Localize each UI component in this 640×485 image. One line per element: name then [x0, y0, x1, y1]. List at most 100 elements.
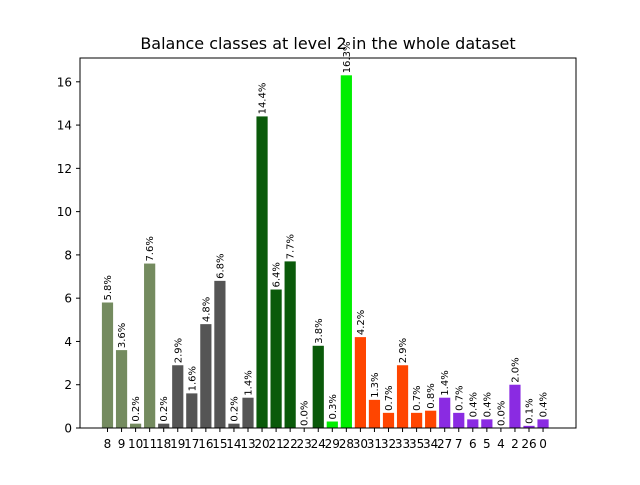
data-label: 0.8%	[426, 383, 437, 408]
x-tick-label: 27	[437, 437, 452, 451]
data-label: 1.4%	[244, 370, 255, 395]
bar	[228, 423, 240, 428]
y-tick-label: 2	[64, 378, 72, 392]
y-tick-label: 12	[57, 162, 72, 176]
data-label: 0.7%	[412, 385, 423, 410]
data-label: 0.2%	[131, 396, 142, 421]
bar	[354, 337, 366, 428]
x-tick-label: 20	[254, 437, 269, 451]
x-tick-label: 8	[104, 437, 112, 451]
x-tick-label: 7	[455, 437, 463, 451]
data-label: 14.4%	[258, 83, 269, 115]
x-tick-label: 31	[367, 437, 382, 451]
x-tick-label: 0	[539, 437, 547, 451]
bar	[481, 419, 493, 428]
data-label: 1.6%	[187, 366, 198, 391]
bar	[368, 399, 381, 428]
y-tick-label: 10	[57, 205, 72, 219]
data-label: 6.8%	[215, 253, 226, 278]
data-labels-layer: 5.8%3.6%0.2%7.6%0.2%2.9%1.6%4.8%6.8%0.2%…	[103, 42, 550, 426]
bar	[509, 384, 521, 428]
data-label: 0.2%	[159, 396, 170, 421]
data-label: 3.6%	[117, 323, 128, 348]
data-label: 0.1%	[525, 398, 536, 423]
bar	[382, 412, 395, 428]
data-label: 5.8%	[103, 275, 114, 300]
data-label: 2.9%	[173, 338, 184, 363]
bar	[242, 397, 254, 428]
x-tick-label: 32	[381, 437, 396, 451]
bar	[284, 261, 296, 428]
data-label: 0.0%	[300, 401, 311, 426]
bar	[130, 423, 142, 428]
bar	[115, 350, 128, 428]
data-label: 1.3%	[370, 372, 381, 397]
y-tick-label: 14	[57, 119, 72, 133]
x-tick-label: 21	[268, 437, 283, 451]
data-label: 16.3%	[342, 42, 353, 74]
data-label: 4.8%	[201, 297, 212, 322]
bar	[101, 302, 114, 428]
x-tick-label: 34	[423, 437, 438, 451]
data-label: 6.4%	[272, 262, 283, 287]
bar	[411, 412, 423, 428]
plot-frame	[79, 57, 577, 429]
data-label: 3.8%	[314, 318, 325, 343]
y-tick-label: 4	[64, 335, 72, 349]
y-tick-label: 6	[64, 292, 72, 306]
data-label: 0.7%	[384, 385, 395, 410]
x-tick-label: 2	[511, 437, 519, 451]
data-label: 0.3%	[328, 394, 339, 419]
bar	[256, 116, 268, 429]
bar	[186, 393, 198, 428]
bar	[270, 289, 282, 428]
x-tick-label: 15	[212, 437, 227, 451]
bar	[144, 263, 156, 428]
data-label: 0.4%	[482, 392, 493, 417]
bar	[537, 419, 549, 428]
bar	[200, 324, 212, 428]
x-tick-label: 16	[198, 437, 213, 451]
data-label: 0.2%	[229, 396, 240, 421]
data-label: 0.7%	[454, 385, 465, 410]
y-axis: 0 2 4 6 8 10 12 14 16	[57, 75, 80, 436]
x-tick-label: 22	[283, 437, 298, 451]
data-label: 0.4%	[539, 392, 550, 417]
bar	[439, 397, 451, 428]
x-tick-label: 30	[353, 437, 368, 451]
x-tick-label: 19	[170, 437, 185, 451]
data-label: 2.0%	[510, 357, 521, 382]
bar	[453, 412, 465, 428]
x-tick-label: 33	[395, 437, 410, 451]
y-tick-label: 0	[64, 422, 72, 436]
bar	[467, 419, 479, 428]
data-label: 0.0%	[496, 401, 507, 426]
data-label: 2.9%	[398, 338, 409, 363]
chart-title: Balance classes at level 2 in the whole …	[140, 34, 515, 53]
bar	[523, 425, 535, 428]
data-label: 1.4%	[440, 370, 451, 395]
x-tick-label: 26	[521, 437, 536, 451]
x-tick-label: 18	[156, 437, 171, 451]
data-label: 7.7%	[286, 234, 297, 259]
bar	[425, 410, 437, 428]
bar	[340, 75, 352, 428]
x-tick-label: 11	[142, 437, 157, 451]
x-tick-label: 29	[325, 437, 340, 451]
x-tick-label: 13	[240, 437, 255, 451]
x-tick-label: 14	[226, 437, 241, 451]
x-tick-label: 17	[184, 437, 199, 451]
x-tick-label: 4	[497, 437, 505, 451]
bar	[396, 365, 409, 428]
bar	[172, 365, 184, 428]
data-label: 4.2%	[356, 310, 367, 335]
x-tick-label: 35	[409, 437, 424, 451]
bar	[326, 421, 338, 428]
x-tick-label: 28	[339, 437, 354, 451]
bar	[158, 423, 170, 428]
x-tick-label: 23	[297, 437, 312, 451]
x-tick-label: 5	[483, 437, 491, 451]
data-label: 7.6%	[145, 236, 156, 261]
data-label: 0.4%	[468, 392, 479, 417]
